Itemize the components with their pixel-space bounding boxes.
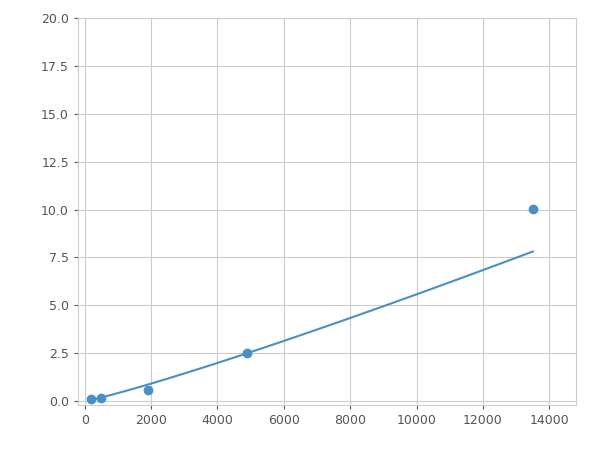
Point <box>143 386 152 393</box>
Point <box>97 395 106 402</box>
Point <box>86 396 96 403</box>
Point <box>528 205 538 212</box>
Point <box>242 350 252 357</box>
